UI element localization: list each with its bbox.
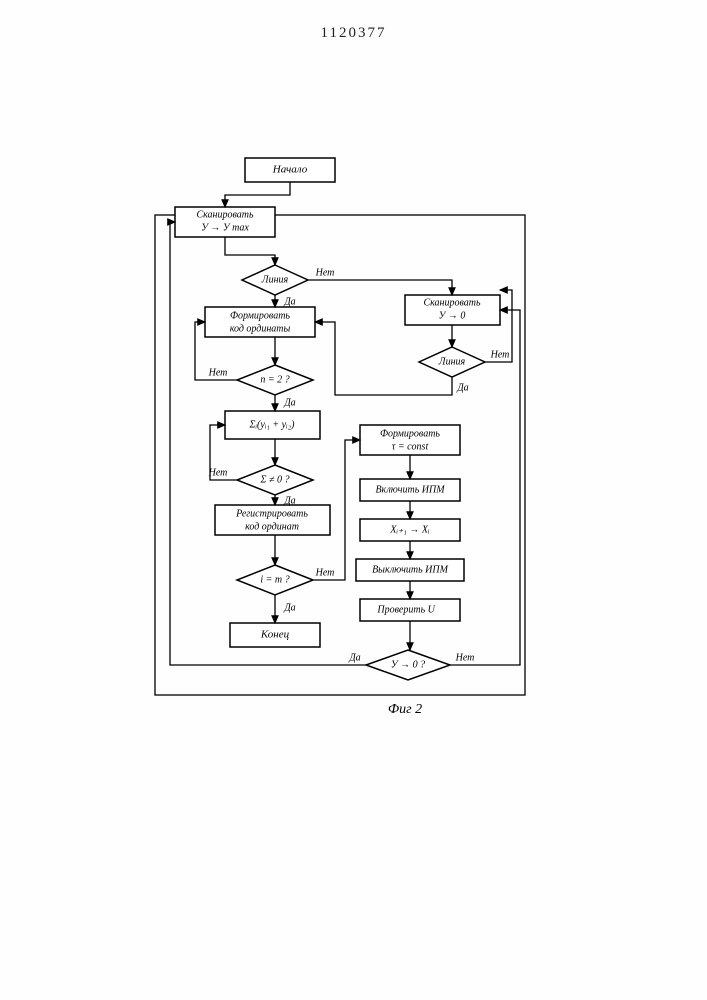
node-excl-ipm: Выключить ИПМ <box>356 559 464 581</box>
svg-text:Регистрировать: Регистрировать <box>235 508 308 519</box>
svg-text:Формировать: Формировать <box>230 310 290 321</box>
edge-start-scan <box>225 182 290 207</box>
svg-text:Да: Да <box>456 382 468 393</box>
svg-text:Линия: Линия <box>438 356 466 367</box>
node-d-line1: Линия <box>242 265 308 295</box>
svg-text:Линия: Линия <box>261 274 289 285</box>
svg-text:Да: Да <box>283 296 295 307</box>
node-form-tau: Формировать τ = const <box>360 425 460 455</box>
svg-text:Формировать: Формировать <box>380 428 440 439</box>
node-start: Начало <box>245 158 335 182</box>
svg-text:Нет: Нет <box>208 367 228 378</box>
svg-text:Включить ИПМ: Включить ИПМ <box>375 484 445 495</box>
node-sum: Σᵢ(yᵢ₁ + yᵢ₂) <box>225 411 320 439</box>
svg-text:n = 2 ?: n = 2 ? <box>260 374 289 385</box>
svg-text:Конец: Конец <box>260 629 290 641</box>
node-d-line2: Линия <box>419 347 485 377</box>
svg-text:Да: Да <box>283 602 295 613</box>
svg-text:код ординат: код ординат <box>245 521 299 532</box>
svg-text:код ординаты: код ординаты <box>230 323 291 334</box>
svg-text:Σᵢ(yᵢ₁ + yᵢ₂): Σᵢ(yᵢ₁ + yᵢ₂) <box>249 419 296 430</box>
edge-dline1-no <box>308 280 452 295</box>
node-xi: Xᵢ₊₁ → Xᵢ <box>360 519 460 541</box>
svg-text:Проверить U⃗: Проверить U⃗ <box>376 604 442 615</box>
svg-text:Нет: Нет <box>315 567 335 578</box>
svg-text:Начало: Начало <box>272 164 308 176</box>
svg-text:У → У mах: У → У mах <box>201 222 249 233</box>
node-d-im: i = m ? <box>237 565 313 595</box>
svg-text:Нет: Нет <box>490 349 510 360</box>
node-reg-ord: Регистрировать код ординат <box>215 505 330 535</box>
svg-text:Да: Да <box>348 652 360 663</box>
node-d-n2: n = 2 ? <box>237 365 313 395</box>
node-d-sum0: Σ ≠ 0 ? <box>237 465 313 495</box>
node-incl-ipm: Включить ИПМ <box>360 479 460 501</box>
svg-text:Σ ≠ 0 ?: Σ ≠ 0 ? <box>260 474 290 485</box>
node-scan-ymax: Сканировать У → У mах <box>175 207 275 237</box>
node-form-ord: Формировать код ординаты <box>205 307 315 337</box>
svg-text:Xᵢ₊₁ → Xᵢ: Xᵢ₊₁ → Xᵢ <box>389 524 430 535</box>
svg-text:Да: Да <box>283 397 295 408</box>
svg-text:Нет: Нет <box>315 267 335 278</box>
svg-text:Сканировать: Сканировать <box>196 209 254 220</box>
figure-caption: Фиг 2 <box>388 702 422 717</box>
node-d-y0: У → 0 ? <box>366 650 450 680</box>
svg-text:τ = const: τ = const <box>392 441 429 452</box>
node-check-u: Проверить U⃗ <box>360 599 460 621</box>
svg-text:Сканировать: Сканировать <box>423 297 481 308</box>
svg-text:Выключить ИПМ: Выключить ИПМ <box>372 564 449 575</box>
svg-text:i = m ?: i = m ? <box>260 574 289 585</box>
svg-text:Да: Да <box>283 495 295 506</box>
edge-scan-dline1 <box>225 237 275 265</box>
svg-text:У → 0 ?: У → 0 ? <box>391 659 425 670</box>
svg-text:У → 0: У → 0 <box>439 310 466 321</box>
node-end: Конец <box>230 623 320 647</box>
flowchart: Начало Сканировать У → У mах Линия Скани… <box>0 0 707 1000</box>
svg-text:Нет: Нет <box>455 652 475 663</box>
svg-text:Нет: Нет <box>208 467 228 478</box>
node-scan-y0: Сканировать У → 0 <box>405 295 500 325</box>
